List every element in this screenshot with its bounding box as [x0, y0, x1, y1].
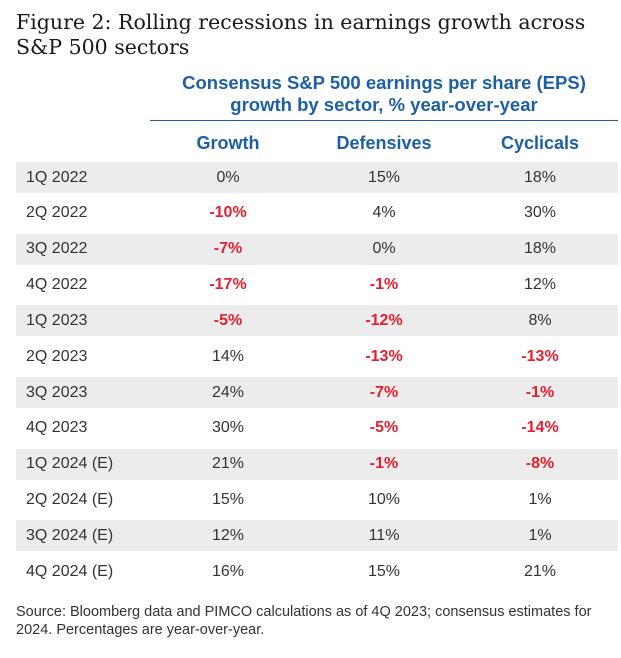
row-label: 1Q 2024 (E) — [26, 455, 114, 473]
table-cell: -7% — [369, 383, 399, 401]
table-cell: -13% — [365, 347, 403, 365]
row-label: 1Q 2022 — [26, 168, 88, 186]
title-divider — [150, 120, 618, 121]
table-row: 3Q 2023 24% -7% -1% — [16, 377, 618, 409]
table-cell: 8% — [528, 311, 552, 329]
table-title: Consensus S&P 500 earnings per share (EP… — [182, 72, 586, 115]
table-row: 1Q 2024 (E) 21% -1% -8% — [16, 448, 618, 480]
table-cell: 12% — [523, 276, 557, 294]
row-label: 4Q 2024 (E) — [26, 562, 114, 580]
row-label: 4Q 2022 — [26, 276, 88, 294]
table-cell: -5% — [213, 311, 243, 329]
table-cell: -14% — [521, 419, 559, 437]
table-cell: 10% — [367, 491, 401, 509]
row-label: 1Q 2023 — [26, 311, 88, 329]
table-cell: 14% — [211, 347, 245, 365]
column-header-defensives: Defensives — [336, 133, 432, 153]
source-note: Source: Bloomberg data and PIMCO calcula… — [16, 604, 592, 638]
table-row: 3Q 2024 (E) 12% 11% 1% — [16, 520, 618, 552]
table-row: 2Q 2022 -10% 4% 30% — [16, 198, 618, 229]
table-cell: 4% — [372, 204, 396, 222]
row-label: 3Q 2023 — [26, 383, 88, 401]
table-cell: -7% — [213, 240, 243, 258]
table-cell: -17% — [209, 276, 247, 294]
table-cell: 18% — [523, 168, 557, 186]
column-header-cyclicals: Cyclicals — [500, 133, 580, 153]
table-cell: 11% — [368, 526, 400, 544]
eps-growth-table: 1Q 2022 0% 15% 18% 2Q 2022 -10% 4% 30% 3Q 2022 -7… — [16, 162, 618, 592]
table-cell: 0% — [372, 240, 396, 258]
table-cell: 30% — [523, 204, 557, 222]
table-cell: 1% — [528, 491, 552, 509]
table-row: 1Q 2023 -5% -12% 8% — [16, 305, 618, 337]
table-row: 2Q 2024 (E) 15% 10% 1% — [16, 485, 618, 516]
row-label: 3Q 2022 — [26, 240, 88, 258]
column-header-growth: Growth — [196, 133, 260, 153]
table-cell: 15% — [211, 491, 245, 509]
table-row: 4Q 2023 30% -5% -14% — [16, 413, 618, 444]
table-cell: 24% — [211, 383, 245, 401]
table-cell: 16% — [211, 562, 245, 580]
table-cell: -5% — [369, 419, 399, 437]
table-cell: 30% — [211, 419, 245, 437]
table-row: 3Q 2022 -7% 0% 18% — [16, 233, 618, 265]
table-cell: -1% — [369, 276, 399, 294]
table-cell: -12% — [365, 311, 403, 329]
table-cell: -13% — [521, 347, 559, 365]
figure-title: Figure 2: Rolling recessions in earnings… — [16, 10, 586, 59]
row-label: 2Q 2022 — [26, 204, 88, 222]
table-cell: 21% — [211, 455, 245, 473]
table-cell: -8% — [525, 455, 555, 473]
table-cell: -1% — [369, 455, 399, 473]
row-label: 2Q 2023 — [26, 347, 88, 365]
table-row: 1Q 2022 0% 15% 18% — [16, 162, 618, 193]
row-label: 4Q 2023 — [26, 419, 88, 437]
table-cell: 21% — [523, 562, 557, 580]
row-label: 3Q 2024 (E) — [26, 526, 114, 544]
row-label: 2Q 2024 (E) — [26, 491, 114, 509]
table-row: 2Q 2023 14% -13% -13% — [16, 341, 618, 372]
table-cell: 15% — [367, 562, 401, 580]
table-cell: 12% — [211, 526, 245, 544]
table-cell: 18% — [523, 240, 557, 258]
table-cell: 15% — [367, 168, 401, 186]
table-cell: 1% — [528, 526, 552, 544]
table-cell: 0% — [216, 168, 240, 186]
table-row: 4Q 2024 (E) 16% 15% 21% — [16, 556, 618, 587]
table-row: 4Q 2022 -17% -1% 12% — [16, 270, 618, 301]
table-cell: -10% — [209, 204, 247, 222]
table-cell: -1% — [525, 383, 555, 401]
